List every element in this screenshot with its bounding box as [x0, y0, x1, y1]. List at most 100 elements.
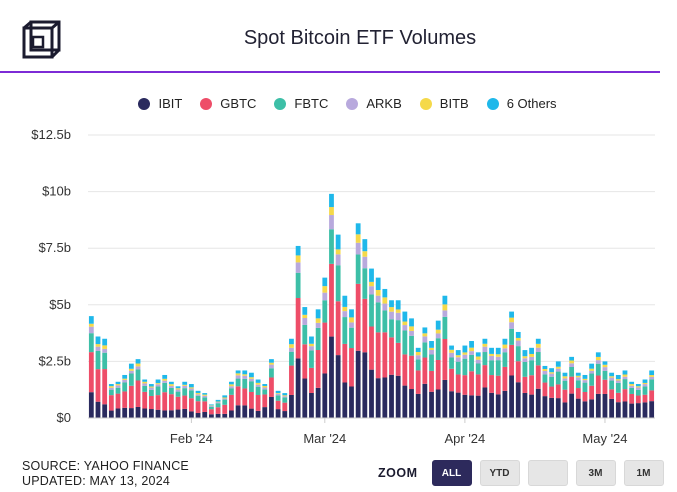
bar-arkb — [322, 292, 328, 301]
bar-bitb — [282, 395, 288, 397]
bar-gbtc — [389, 337, 394, 375]
bar-fbtc — [289, 351, 294, 366]
bar-fbtc — [402, 330, 408, 355]
bar-gbtc — [102, 369, 108, 405]
bar-6-others — [195, 390, 201, 394]
bar-fbtc — [342, 317, 348, 344]
bar-bitb — [449, 349, 454, 353]
legend-label: IBIT — [158, 96, 183, 111]
bar-bitb — [202, 394, 208, 396]
bar-6-others — [128, 363, 134, 369]
bar-bitb — [249, 377, 254, 379]
bar-arkb — [449, 352, 454, 358]
bar-ibit — [615, 402, 621, 418]
legend-item-6-others[interactable]: 6 Others — [486, 96, 557, 111]
y-tick-label: $0 — [57, 410, 71, 425]
bar-arkb — [122, 379, 128, 383]
bar-arkb — [182, 385, 188, 389]
bar-arkb — [302, 318, 308, 325]
bar-bitb — [115, 384, 121, 386]
bar-fbtc — [609, 380, 615, 390]
bar-gbtc — [155, 395, 161, 410]
legend-item-fbtc[interactable]: FBTC — [274, 96, 328, 111]
bar-fbtc — [95, 350, 101, 370]
bar-ibit — [309, 392, 314, 418]
bar-gbtc — [449, 368, 454, 392]
bar-fbtc — [362, 268, 368, 299]
bar-arkb — [295, 262, 301, 273]
bar-arkb — [155, 384, 161, 387]
bar-ibit — [582, 401, 588, 418]
bar-arkb — [462, 354, 468, 359]
bar-arkb — [369, 286, 374, 295]
legend-item-bitb[interactable]: BITB — [419, 96, 469, 111]
bar-bitb — [108, 386, 114, 388]
bar-6-others — [355, 223, 361, 235]
bar-bitb — [495, 354, 501, 357]
bar-fbtc — [349, 327, 354, 349]
bar-6-others — [449, 345, 454, 350]
bar-bitb — [475, 356, 481, 360]
bar-6-others — [642, 379, 648, 383]
bar-fbtc — [442, 316, 448, 339]
bar-arkb — [389, 311, 394, 320]
bar-6-others — [249, 372, 254, 378]
bar-fbtc — [175, 391, 181, 397]
zoom-button-blank[interactable] — [527, 460, 568, 486]
bar-gbtc — [375, 332, 381, 379]
y-tick-label: $5b — [49, 297, 71, 312]
bar-gbtc — [555, 384, 561, 399]
legend-item-ibit[interactable]: IBIT — [138, 96, 182, 111]
bar-gbtc — [175, 396, 181, 410]
bar-arkb — [429, 350, 434, 355]
bar-gbtc — [342, 343, 348, 383]
bar-bitb — [295, 255, 301, 263]
bar-bitb — [128, 368, 134, 371]
bar-6-others — [635, 384, 641, 387]
bar-6-others — [382, 288, 388, 298]
bar-gbtc — [202, 401, 208, 412]
bar-ibit — [462, 394, 468, 418]
bar-gbtc — [275, 400, 281, 410]
bar-6-others — [362, 239, 368, 252]
bar-arkb — [88, 326, 94, 334]
bar-6-others — [589, 363, 595, 369]
bar-bitb — [429, 347, 434, 350]
bar-bitb — [315, 318, 321, 323]
bar-ibit — [509, 375, 514, 418]
bar-ibit — [335, 355, 341, 418]
zoom-button-3m[interactable]: 3M — [575, 460, 616, 486]
zoom-button-ytd[interactable]: YTD — [479, 460, 520, 486]
zoom-button-all[interactable]: ALL — [431, 460, 472, 486]
bar-6-others — [202, 393, 208, 395]
bar-bitb — [302, 314, 308, 318]
bar-fbtc — [509, 328, 514, 345]
bar-arkb — [242, 375, 248, 379]
bar-ibit — [122, 407, 128, 418]
legend-item-arkb[interactable]: ARKB — [346, 96, 402, 111]
stacked-bar-chart: $0 $2.5b $5b $7.5b $10b $12.5b Feb '24 Mar '24 A… — [31, 127, 655, 446]
bar-bitb — [629, 384, 635, 386]
legend-item-gbtc[interactable]: GBTC — [200, 96, 256, 111]
x-tick-label: Mar '24 — [303, 431, 346, 446]
bar-arkb — [409, 330, 414, 336]
bar-6-others — [429, 341, 434, 348]
bar-gbtc — [549, 386, 554, 398]
bar-bitb — [362, 251, 368, 257]
bar-ibit — [595, 393, 601, 418]
bar-fbtc — [262, 389, 268, 395]
bar-arkb — [235, 375, 241, 379]
y-tick-label: $2.5b — [38, 353, 71, 368]
bar-arkb — [522, 358, 528, 362]
bar-bitb — [562, 376, 568, 379]
bar-gbtc — [622, 389, 628, 402]
bar-gbtc — [415, 370, 421, 394]
y-tick-label: $10b — [42, 184, 71, 199]
bar-fbtc — [595, 363, 601, 376]
bar-arkb — [362, 256, 368, 269]
bar-ibit — [569, 393, 575, 418]
bar-ibit — [495, 394, 501, 418]
bar-gbtc — [509, 344, 514, 376]
zoom-button-1m[interactable]: 1M — [623, 460, 664, 486]
bar-6-others — [322, 277, 328, 287]
